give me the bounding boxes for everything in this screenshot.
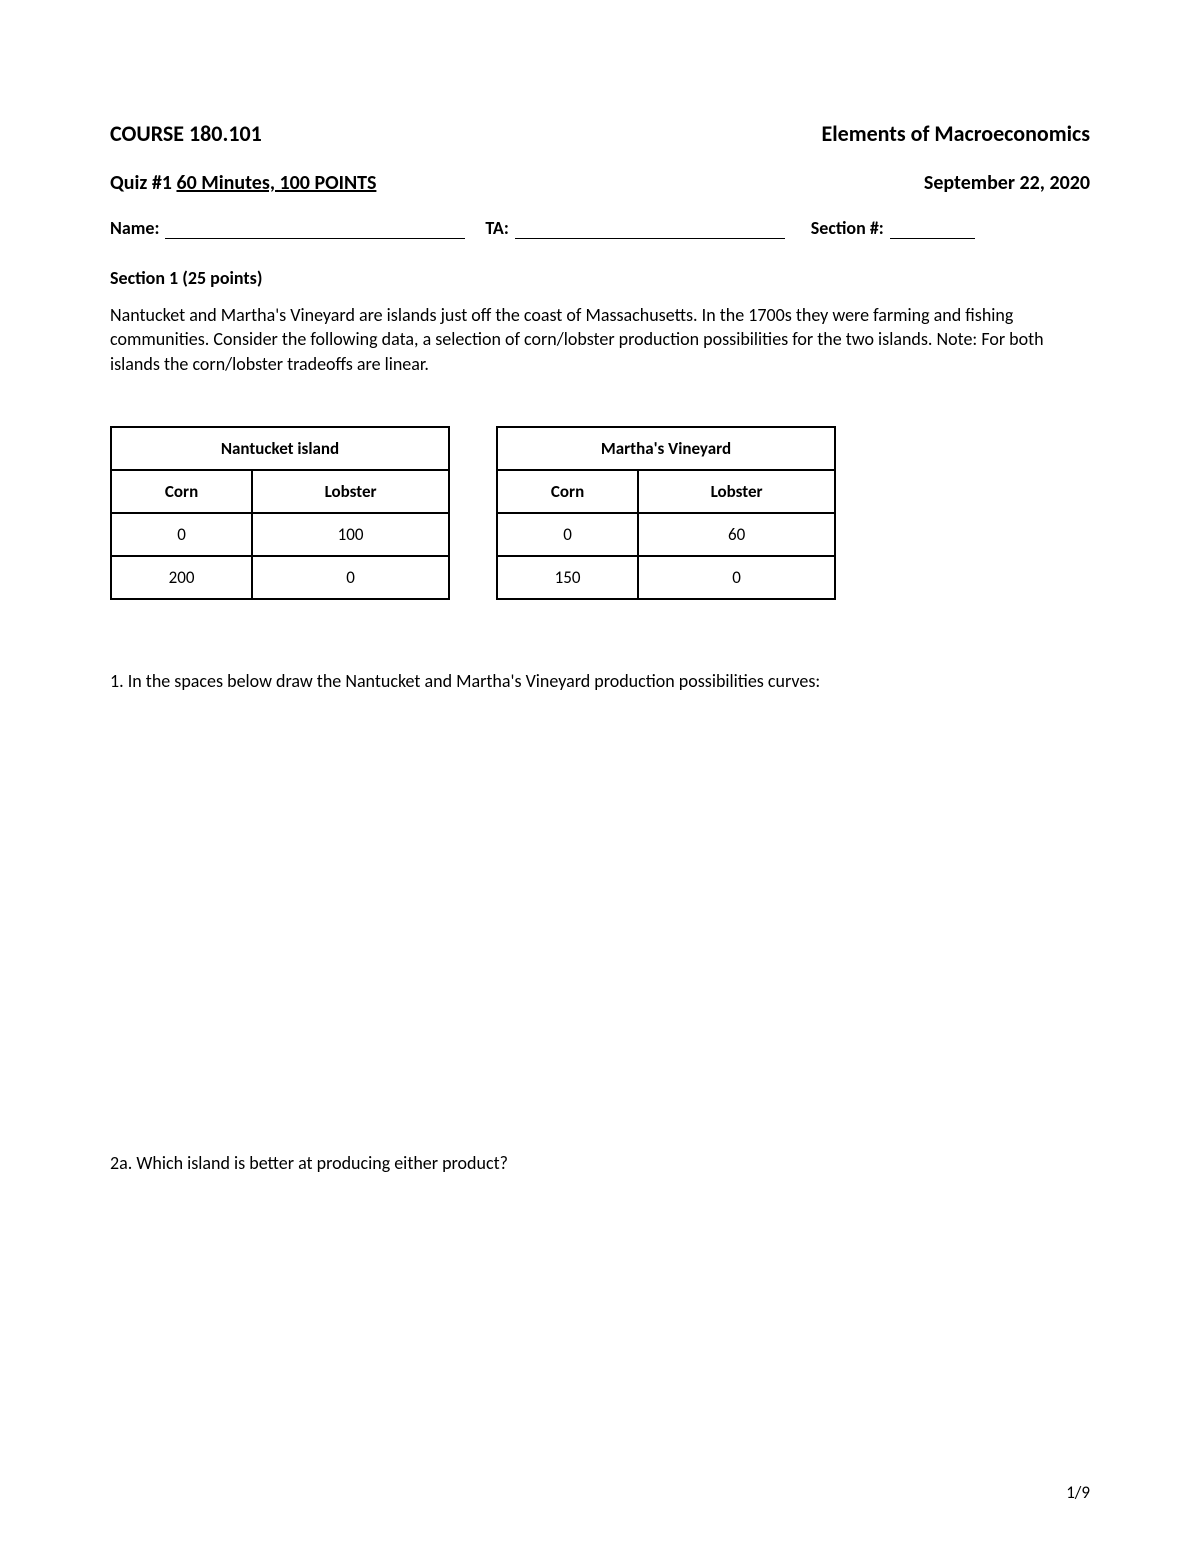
col-header-corn: Corn [497, 470, 638, 513]
ta-label: TA: [485, 217, 508, 239]
cell-corn: 0 [497, 513, 638, 556]
section-intro-text: Nantucket and Martha's Vineyard are isla… [110, 303, 1090, 376]
identity-fields-row: Name: TA: Section #: [110, 217, 1090, 239]
quiz-label: Quiz #1 60 Minutes, 100 POINTS [110, 171, 376, 195]
table-header-row: Corn Lobster [111, 470, 449, 513]
question-1: 1. In the spaces below draw the Nantucke… [110, 670, 1090, 692]
ta-input-line[interactable] [515, 221, 785, 239]
quiz-info-row: Quiz #1 60 Minutes, 100 POINTS September… [110, 171, 1090, 195]
question-2a: 2a. Which island is better at producing … [110, 1152, 1090, 1174]
cell-corn: 200 [111, 556, 252, 599]
col-header-corn: Corn [111, 470, 252, 513]
section-input-line[interactable] [890, 221, 975, 239]
nantucket-title: Nantucket island [111, 427, 449, 470]
table-title-row: Nantucket island [111, 427, 449, 470]
cell-corn: 0 [111, 513, 252, 556]
tables-container: Nantucket island Corn Lobster 0 100 200 … [110, 426, 1090, 600]
table-title-row: Martha's Vineyard [497, 427, 835, 470]
table-header-row: Corn Lobster [497, 470, 835, 513]
quiz-prefix: Quiz #1 [110, 171, 176, 195]
page-number: 1/9 [1066, 1482, 1090, 1503]
quiz-date: September 22, 2020 [924, 171, 1090, 195]
martha-table: Martha's Vineyard Corn Lobster 0 60 150 … [496, 426, 836, 600]
quiz-time-points: 60 Minutes, 100 POINTS [176, 171, 376, 195]
course-code: COURSE 180.101 [110, 120, 262, 147]
martha-title: Martha's Vineyard [497, 427, 835, 470]
table-row: 0 60 [497, 513, 835, 556]
col-header-lobster: Lobster [252, 470, 449, 513]
col-header-lobster: Lobster [638, 470, 835, 513]
cell-lobster: 0 [638, 556, 835, 599]
table-row: 150 0 [497, 556, 835, 599]
section-label: Section #: [811, 217, 884, 239]
cell-lobster: 60 [638, 513, 835, 556]
table-row: 200 0 [111, 556, 449, 599]
section-heading: Section 1 (25 points) [110, 267, 1090, 289]
cell-corn: 150 [497, 556, 638, 599]
cell-lobster: 100 [252, 513, 449, 556]
name-input-line[interactable] [165, 221, 465, 239]
course-header-row: COURSE 180.101 Elements of Macroeconomic… [110, 120, 1090, 147]
table-row: 0 100 [111, 513, 449, 556]
course-title: Elements of Macroeconomics [821, 120, 1090, 147]
nantucket-table: Nantucket island Corn Lobster 0 100 200 … [110, 426, 450, 600]
cell-lobster: 0 [252, 556, 449, 599]
name-label: Name: [110, 217, 159, 239]
